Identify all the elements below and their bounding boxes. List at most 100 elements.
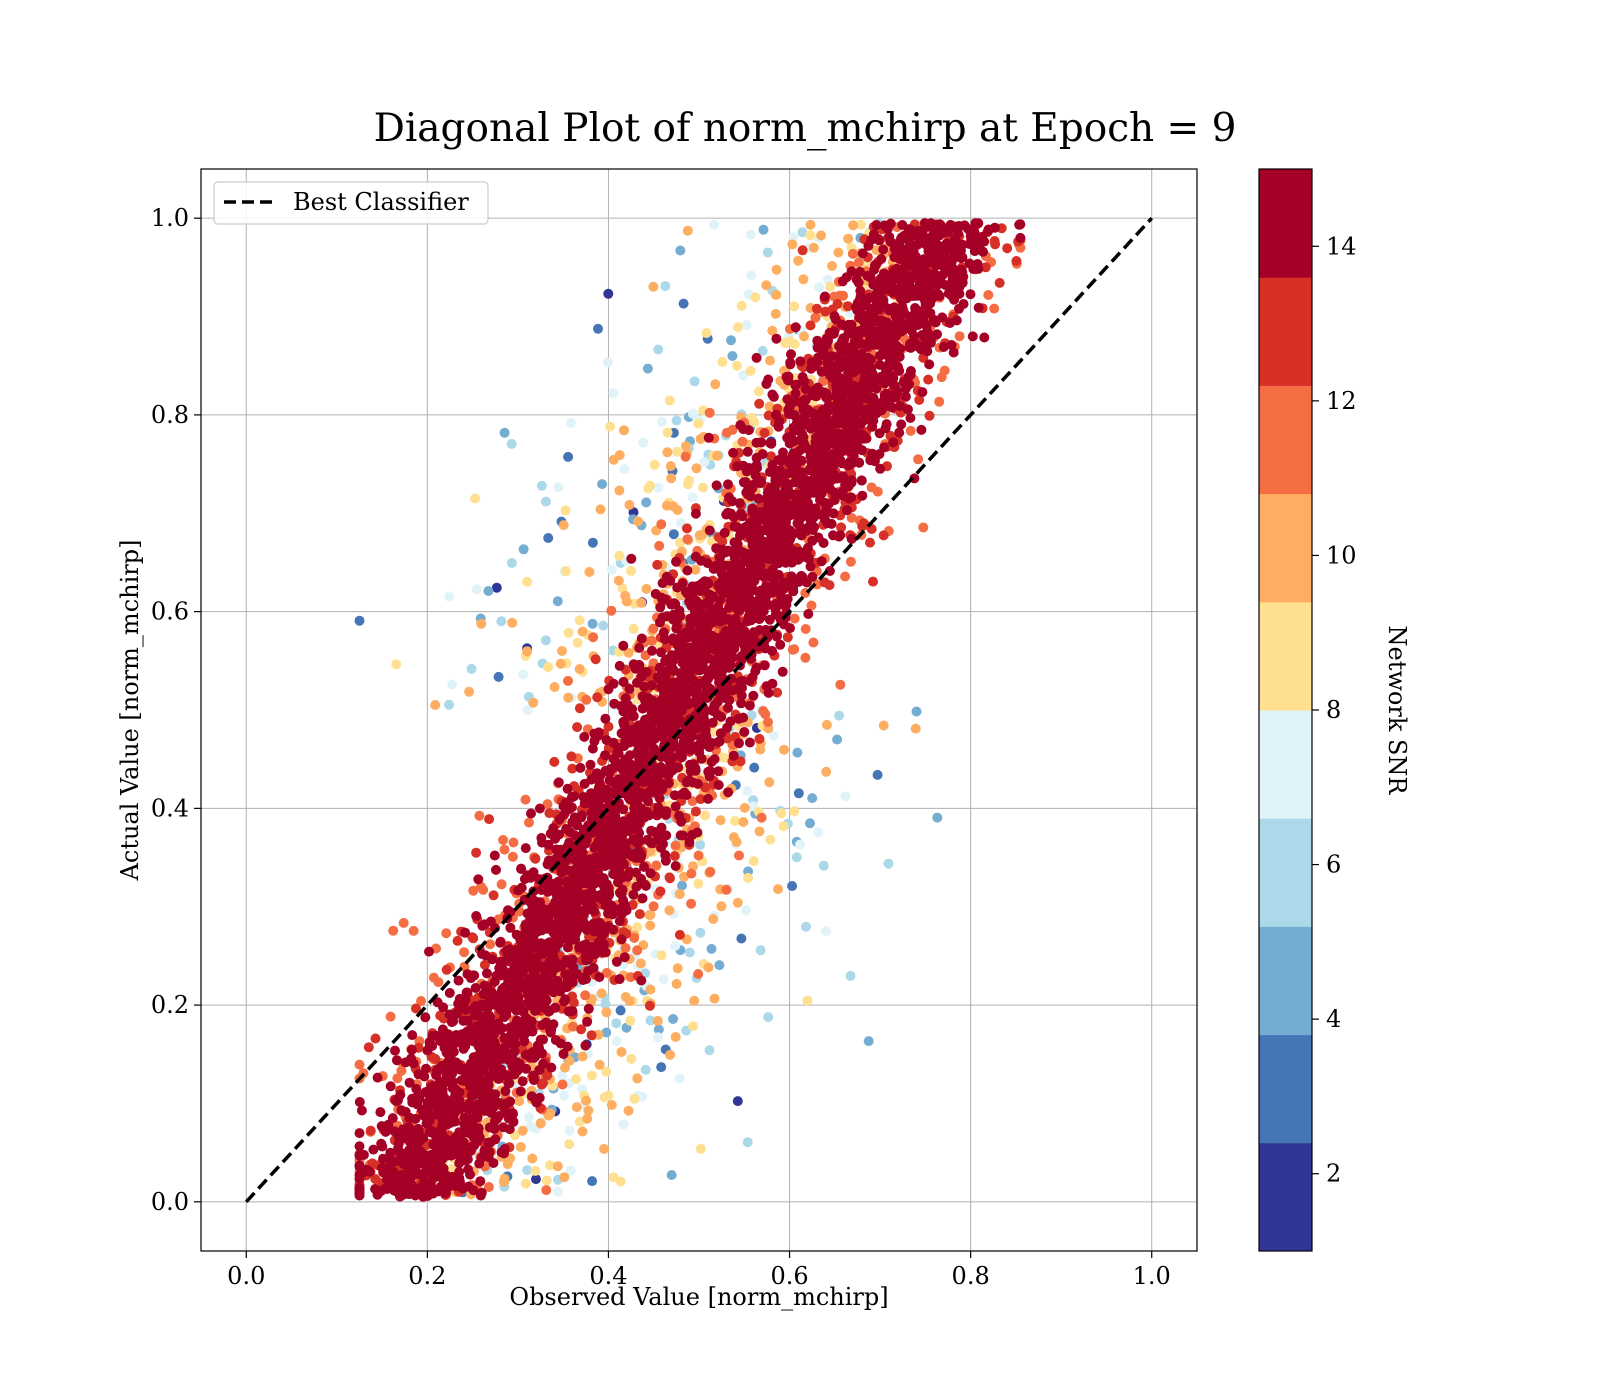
scatter-point (772, 687, 783, 698)
scatter-point (682, 225, 693, 236)
scatter-point (447, 679, 458, 690)
scatter-point (656, 519, 667, 530)
scatter-point (800, 624, 811, 634)
scatter-point (918, 522, 929, 533)
scatter-point (973, 302, 984, 313)
scatter-point (528, 697, 539, 708)
scatter-point (874, 428, 885, 439)
scatter-point (934, 396, 945, 407)
scatter-point (832, 734, 843, 745)
scatter-point (541, 1185, 552, 1196)
scatter-point (790, 380, 801, 391)
scatter-point (641, 583, 652, 594)
scatter-point (879, 376, 890, 387)
scatter-point (649, 459, 660, 470)
scatter-point (727, 424, 738, 435)
scatter-point (732, 897, 743, 908)
scatter-point (459, 947, 470, 958)
scatter-point (858, 518, 869, 529)
scatter-point (560, 505, 571, 516)
scatter-point (608, 388, 619, 398)
scatter-point (744, 700, 755, 711)
scatter-point (779, 744, 790, 755)
scatter-point (653, 1024, 664, 1035)
scatter-point (723, 702, 733, 713)
scatter-point (656, 647, 666, 658)
scatter-point (736, 300, 747, 311)
scatter-point (669, 790, 680, 801)
scatter-point (813, 532, 824, 543)
scatter-point (816, 230, 827, 241)
scatter-point (923, 374, 934, 385)
scatter-point (795, 839, 806, 850)
scatter-point (653, 344, 664, 355)
scatter-point (707, 717, 718, 728)
scatter-point (430, 1053, 441, 1064)
scatter-point (483, 1182, 494, 1192)
scatter-point (354, 1128, 365, 1139)
scatter-point (812, 342, 823, 353)
scatter-point (878, 270, 889, 281)
scatter-point (754, 398, 765, 409)
scatter-point (584, 567, 595, 577)
scatter-point (666, 1170, 677, 1180)
scatter-point (621, 596, 632, 607)
scatter-point (581, 925, 592, 935)
scatter-point (799, 331, 809, 342)
scatter-point (648, 281, 659, 292)
scatter-point (585, 759, 596, 770)
scatter-point (430, 700, 441, 710)
scatter-point (420, 1012, 431, 1023)
scatter-point (699, 457, 710, 467)
scatter-point (454, 1127, 465, 1138)
scatter-point (471, 911, 482, 921)
scatter-point (569, 791, 580, 802)
scatter-point (625, 1015, 636, 1026)
scatter-points (354, 218, 1026, 1202)
scatter-point (954, 331, 965, 342)
scatter-point (579, 731, 590, 742)
scatter-point (672, 963, 683, 974)
scatter-point (581, 694, 592, 705)
scatter-point (462, 987, 473, 998)
scatter-point (460, 927, 471, 938)
scatter-point (878, 244, 889, 255)
scatter-point (989, 236, 1000, 246)
scatter-point (767, 325, 778, 336)
scatter-point (541, 496, 551, 507)
scatter-point (564, 1139, 575, 1150)
scatter-point (631, 881, 642, 892)
scatter-point (704, 407, 715, 418)
scatter-point (765, 355, 775, 366)
scatter-point (692, 778, 703, 789)
scatter-point (638, 437, 649, 448)
scatter-point (620, 943, 631, 953)
scatter-point (689, 995, 700, 1006)
scatter-point (687, 587, 698, 598)
scatter-point (835, 679, 846, 690)
scatter-point (840, 791, 851, 802)
scatter-point (594, 851, 605, 862)
scatter-point (834, 341, 844, 352)
scatter-point (441, 928, 452, 939)
scatter-point (578, 916, 589, 927)
scatter-point (562, 783, 573, 794)
scatter-point (800, 652, 811, 663)
scatter-point (678, 830, 688, 841)
scatter-point (746, 412, 757, 423)
scatter-point (758, 706, 769, 716)
scatter-point (522, 1165, 533, 1176)
scatter-point (565, 1165, 576, 1176)
scatter-point (756, 476, 767, 487)
scatter-point (777, 666, 788, 677)
scatter-point (558, 520, 569, 531)
scatter-point (528, 867, 539, 878)
scatter-point (603, 1090, 614, 1101)
scatter-point (890, 385, 901, 396)
scatter-point (825, 484, 836, 495)
scatter-point (674, 1073, 685, 1084)
scatter-point (518, 669, 529, 680)
scatter-point (598, 620, 609, 631)
scatter-point (559, 1172, 570, 1183)
scatter-point (657, 416, 667, 427)
